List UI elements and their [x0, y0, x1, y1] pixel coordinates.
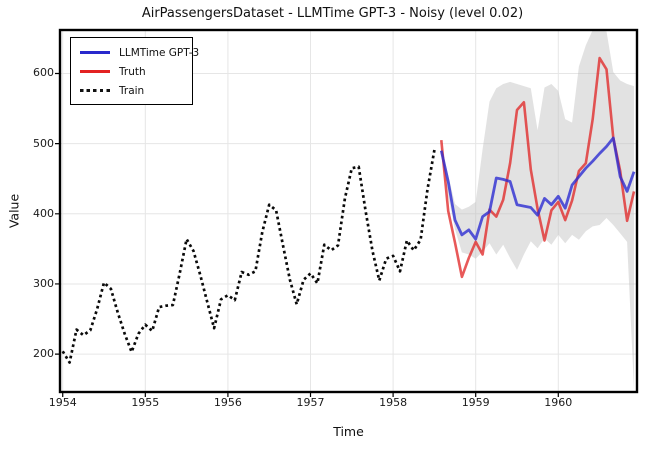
axis-frame [58, 28, 639, 394]
legend-label: LLMTime GPT-3 [119, 46, 200, 59]
y-tick-label: 600 [33, 66, 54, 80]
legend-label: Train [119, 84, 145, 97]
legend-item: Train [80, 81, 192, 100]
chart-title: AirPassengersDataset - LLMTime GPT-3 - N… [141, 6, 524, 21]
y-tick-label: 200 [33, 347, 54, 361]
axis-ticks [55, 72, 559, 397]
y-tick-label: 400 [33, 206, 54, 220]
x-tick-label: 1959 [461, 396, 490, 409]
x-tick-label: 1958 [379, 396, 408, 409]
legend-label: Truth [119, 65, 146, 78]
legend-item: LLMTime GPT-3 [80, 43, 199, 62]
x-tick-label: 1956 [213, 396, 242, 409]
legend: LLMTime GPT-3 Truth Train [70, 37, 199, 105]
line-sample [80, 69, 110, 74]
x-tick-label: 1957 [296, 396, 325, 409]
x-axis-label: Time [333, 424, 364, 439]
x-tick-label: 1954 [48, 396, 77, 409]
x-tick-label: 1955 [131, 396, 160, 409]
dashed-line-sample [80, 88, 110, 93]
llmtime-gpt-3-line [439, 136, 636, 241]
y-tick-label: 500 [33, 136, 54, 150]
x-tick-label: 1960 [544, 396, 573, 409]
grid-lines [60, 30, 637, 392]
train-line [61, 149, 436, 364]
legend-item: Truth [80, 62, 192, 81]
y-tick-label: 300 [33, 276, 54, 290]
truth-line [440, 56, 636, 279]
line-sample [80, 50, 110, 55]
